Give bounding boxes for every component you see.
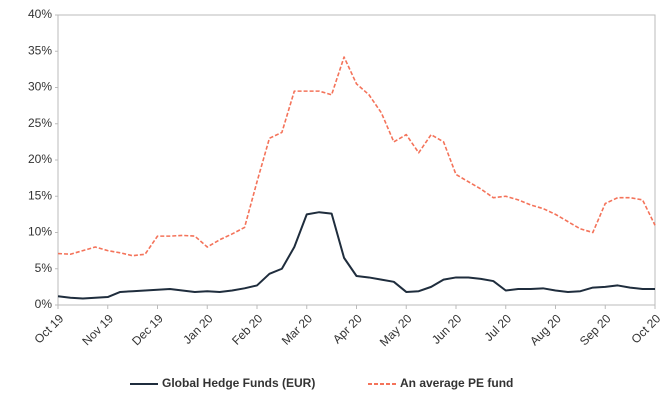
x-tick-label: Mar 20 bbox=[279, 311, 316, 348]
x-tick-label: Jul 20 bbox=[482, 311, 515, 344]
x-tick-label: Aug 20 bbox=[527, 311, 564, 348]
x-tick-label: May 20 bbox=[377, 311, 415, 349]
x-tick-label: Dec 19 bbox=[129, 311, 166, 348]
x-tick-label: Apr 20 bbox=[330, 311, 365, 346]
x-tick-label: Jun 20 bbox=[429, 311, 465, 347]
y-tick-label: 15% bbox=[28, 188, 52, 202]
x-tick-label: Oct 20 bbox=[628, 311, 663, 346]
y-tick-label: 0% bbox=[35, 297, 53, 311]
x-tick-label: Feb 20 bbox=[229, 311, 266, 348]
series-line bbox=[57, 211, 655, 300]
y-tick-label: 10% bbox=[28, 225, 52, 239]
x-tick-label: Jan 20 bbox=[180, 311, 216, 347]
legend-label: Global Hedge Funds (EUR) bbox=[162, 376, 315, 390]
legend-label: An average PE fund bbox=[400, 376, 513, 390]
y-tick-label: 30% bbox=[28, 80, 52, 94]
x-tick-label: Oct 19 bbox=[31, 311, 66, 346]
y-tick-label: 20% bbox=[28, 152, 52, 166]
y-tick-label: 25% bbox=[28, 116, 52, 130]
series-line bbox=[57, 56, 656, 257]
plot-frame bbox=[57, 14, 656, 306]
x-tick-label: Nov 19 bbox=[79, 311, 116, 348]
x-tick-label: Sep 20 bbox=[577, 311, 614, 348]
y-tick-label: 5% bbox=[35, 261, 53, 275]
y-tick-label: 40% bbox=[28, 7, 52, 21]
y-tick-label: 35% bbox=[28, 43, 52, 57]
